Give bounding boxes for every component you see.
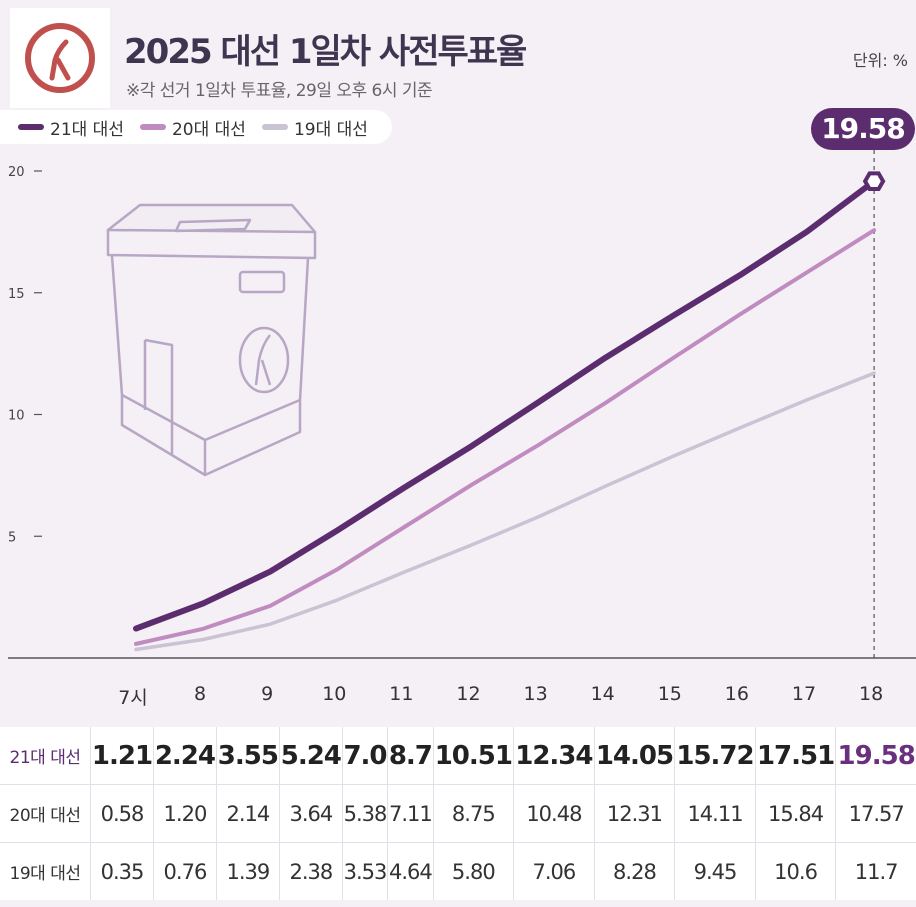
line-chart: 5 10 15 20 [8,150,916,659]
x-tick-label: 10 [322,683,347,705]
table-cell: 0.35 [90,842,154,900]
table-cell: 0.76 [152,842,217,900]
table-cell: 5.80 [432,842,514,900]
y-tick-label: 10 [8,409,25,424]
legend-swatch-21 [18,124,44,130]
table-cell: 7.11 [387,784,434,843]
table-cell: 10.6 [754,842,836,900]
x-tick-label: 18 [859,683,884,705]
y-tick-label: 15 [8,287,25,302]
legend-label-19: 19대 대선 [293,119,368,140]
row-label: 20대 대선 [0,784,91,843]
table-cell: 10.48 [513,784,595,843]
table-cell: 2.14 [215,784,280,843]
x-tick-label: 17 [791,683,817,705]
table-cell: 5.24 [278,727,343,785]
table-cell: 14.05 [593,727,675,785]
unit-label: 단위: % [852,51,908,70]
y-tick-label: 5 [8,530,16,545]
table-cell: 1.21 [90,727,154,785]
table-cell: 8.28 [593,842,675,900]
logo [10,8,110,108]
hexagon-marker-icon [862,171,886,191]
legend-item-20: 20대 대선 [139,115,246,140]
table-cell: 12.34 [513,727,595,785]
y-tick-label: 20 [8,165,25,180]
table-cell: 4.64 [387,842,434,900]
table-cell: 17.51 [754,727,836,785]
table-cell: 1.39 [215,842,280,900]
legend-swatch-20 [139,124,166,130]
data-table: 21대 대선 1.21 2.24 3.55 5.24 7.0 8.7 10.51… [0,727,916,900]
x-tick-label: 9 [261,683,274,705]
x-tick-label: 15 [657,683,682,705]
table-cell: 7.0 [341,727,388,785]
page-title: 2025 대선 1일차 사전투표율 [124,32,527,72]
table-cell: 15.72 [674,727,756,785]
x-tick-label: 13 [523,683,548,705]
table-cell: 1.20 [152,784,217,843]
table-cell: 9.45 [674,842,756,900]
x-tick-label: 14 [590,683,615,705]
legend-item-19: 19대 대선 [261,115,368,140]
table-cell: 17.57 [835,784,916,843]
table-cell: 2.24 [152,727,217,785]
table-cell: 8.7 [387,727,434,785]
row-label: 19대 대선 [0,842,91,900]
table-cell: 0.58 [90,784,154,843]
page-subtitle: ※각 선거 1일차 투표율, 29일 오후 6시 기준 [126,81,433,101]
table-row-20: 20대 대선 0.58 1.20 2.14 3.64 5.38 7.11 8.7… [0,784,916,843]
series-line-0 [133,178,878,632]
x-tick-label: 12 [456,683,481,705]
x-tick-label: 8 [194,683,207,705]
legend-swatch-19 [261,124,288,130]
legend-label-21: 21대 대선 [50,119,124,140]
legend-label-20: 20대 대선 [171,119,246,140]
table-cell: 15.84 [754,784,836,843]
series-line-2 [134,371,876,652]
x-tick-label: 16 [724,683,749,705]
table-cell: 19.58 [835,727,916,785]
table-cell: 7.06 [513,842,595,900]
table-cell: 12.31 [593,784,675,843]
table-cell: 11.7 [835,842,916,900]
table-cell: 14.11 [674,784,756,843]
x-tick-label: 7시 [118,687,148,709]
table-cell: 10.51 [432,727,514,785]
final-value-callout: 19.58 [811,108,915,150]
series-lines [133,171,886,652]
table-row-19: 19대 대선 0.35 0.76 1.39 2.38 3.53 4.64 5.8… [0,842,916,900]
legend-item-21: 21대 대선 [18,115,124,140]
table-row-21: 21대 대선 1.21 2.24 3.55 5.24 7.0 8.7 10.51… [0,727,916,785]
row-label: 21대 대선 [9,748,81,768]
legend: 21대 대선 20대 대선 19대 대선 [0,110,392,144]
table-cell: 3.53 [341,842,388,900]
table-cell: 3.55 [215,727,280,785]
table-cell: 3.64 [278,784,343,843]
x-tick-label: 11 [389,683,414,705]
table-cell: 2.38 [278,842,343,900]
ballot-box-icon [106,203,317,477]
ballot-logo-icon [25,23,95,93]
series-line-1 [134,228,877,646]
table-cell: 5.38 [341,784,388,843]
table-cell: 8.75 [432,784,514,843]
y-axis: 5 10 15 20 [8,150,916,659]
